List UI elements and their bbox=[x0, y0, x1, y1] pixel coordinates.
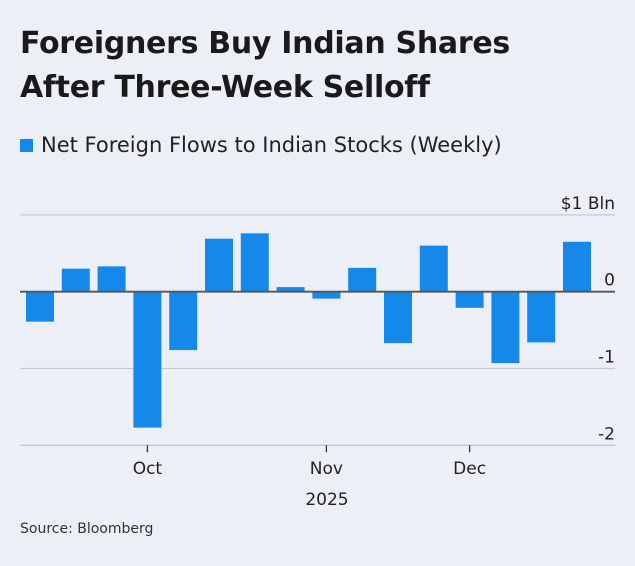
bar bbox=[312, 291, 341, 299]
bar bbox=[384, 291, 412, 344]
bar bbox=[348, 267, 377, 292]
title-line-1: Foreigners Buy Indian Shares bbox=[20, 26, 510, 61]
bar bbox=[276, 287, 305, 292]
y-tick-label: -2 bbox=[598, 424, 615, 444]
bar bbox=[563, 241, 591, 292]
bar bbox=[133, 291, 162, 428]
y-tick-label: 0 bbox=[604, 271, 615, 291]
bar bbox=[419, 245, 448, 292]
bar bbox=[240, 233, 269, 292]
bar bbox=[527, 291, 556, 343]
x-tick-label: Dec bbox=[453, 459, 486, 479]
bar bbox=[97, 266, 126, 292]
bar bbox=[455, 291, 484, 308]
bar bbox=[26, 291, 54, 322]
x-axis-label: 2025 bbox=[305, 490, 348, 510]
chart-title: Foreigners Buy Indian Shares After Three… bbox=[20, 22, 510, 110]
source-note: Source: Bloomberg bbox=[20, 521, 154, 537]
title-line-2: After Three-Week Selloff bbox=[20, 70, 430, 105]
bar bbox=[169, 291, 198, 351]
bar bbox=[205, 238, 233, 292]
y-tick-label: $1 Bln bbox=[561, 194, 615, 214]
bar bbox=[61, 268, 90, 292]
x-tick-label: Nov bbox=[310, 459, 343, 479]
x-tick-label: Oct bbox=[133, 459, 163, 479]
legend: Net Foreign Flows to Indian Stocks (Week… bbox=[20, 133, 502, 157]
legend-swatch bbox=[20, 138, 33, 152]
legend-label: Net Foreign Flows to Indian Stocks (Week… bbox=[41, 133, 502, 157]
y-tick-label: -1 bbox=[598, 348, 615, 368]
bar bbox=[491, 291, 520, 364]
